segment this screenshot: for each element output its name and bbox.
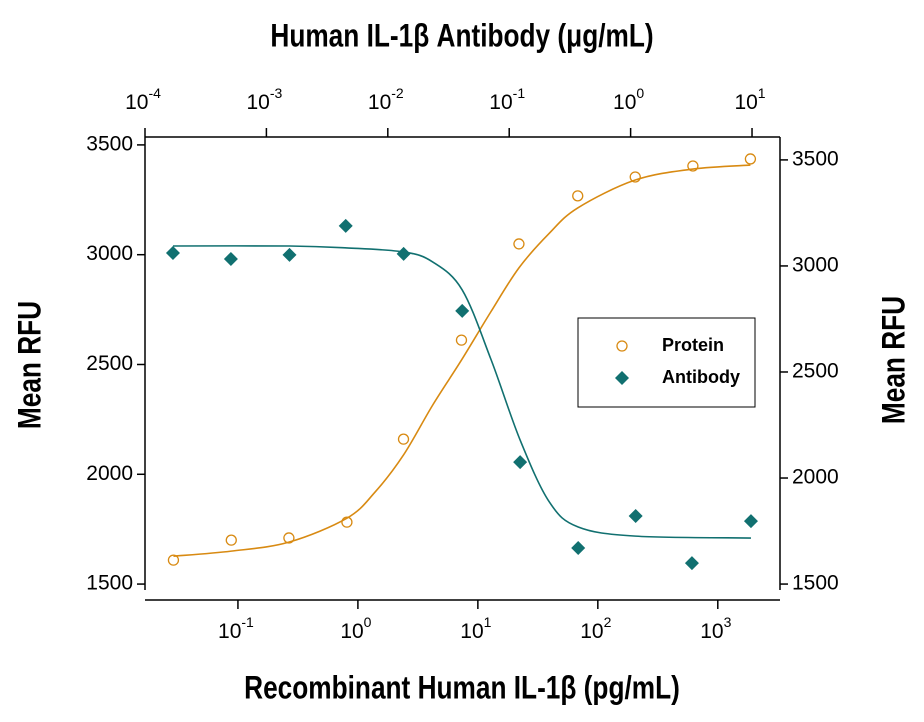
y-tick-label: 2500: [86, 352, 133, 375]
x-tick-label: 10-1: [218, 614, 254, 643]
x-tick-label: 10-1: [489, 85, 525, 114]
marker: [513, 455, 528, 470]
x-axis-title: Recombinant Human IL-1β (pg/mL): [244, 671, 680, 706]
x-tick-label: 101: [460, 614, 491, 643]
marker: [282, 247, 297, 262]
marker: [571, 541, 586, 556]
y-tick-label: 2000: [86, 462, 133, 485]
y-tick-label: 3000: [86, 242, 133, 265]
chart-title: Human IL-1β Antibody (μg/mL): [270, 19, 653, 54]
marker: [167, 554, 180, 566]
marker: [513, 238, 525, 250]
marker: [165, 246, 180, 261]
x-tick-label: 100: [340, 614, 371, 643]
marker: [687, 160, 699, 172]
marker: [572, 190, 584, 202]
marker: [341, 516, 353, 528]
y-tick-label: 1500: [86, 572, 133, 595]
y-tick-label: 3500: [86, 132, 133, 155]
marker: [397, 433, 410, 445]
marker: [225, 534, 237, 546]
legend-label: Protein: [662, 335, 724, 355]
legend-box: [577, 317, 756, 408]
y2-tick-label: 2000: [792, 466, 839, 489]
legend-marker: [616, 340, 628, 352]
marker: [396, 246, 411, 261]
y2-tick-label: 3500: [792, 147, 839, 170]
y-axis-title: Mean RFU: [13, 301, 48, 429]
x-tick-label: 10-3: [246, 85, 282, 114]
marker: [629, 171, 641, 183]
marker: [743, 514, 758, 529]
y2-axis-title: Mean RFU: [877, 296, 912, 424]
legend-label: Antibody: [662, 367, 740, 387]
x-tick-label: 100: [613, 85, 644, 114]
fit-line: [172, 245, 751, 539]
y2-tick-label: 1500: [792, 572, 839, 595]
axes: [144, 136, 781, 601]
marker: [628, 508, 643, 523]
marker: [455, 303, 470, 318]
marker: [744, 153, 757, 165]
marker: [684, 556, 699, 571]
fit-line: [173, 164, 751, 557]
x-tick-label: 101: [734, 85, 765, 114]
x-tick-label: 103: [700, 614, 731, 643]
x-tick-label: 10-4: [125, 85, 161, 114]
marker: [283, 532, 295, 544]
y2-tick-label: 2500: [792, 360, 839, 383]
x-tick-label: 10-2: [368, 85, 404, 114]
marker: [338, 218, 353, 233]
marker: [223, 251, 238, 266]
marker: [455, 334, 468, 346]
y2-tick-label: 3000: [792, 253, 839, 276]
x-tick-label: 102: [580, 614, 611, 643]
legend-marker: [615, 371, 629, 385]
